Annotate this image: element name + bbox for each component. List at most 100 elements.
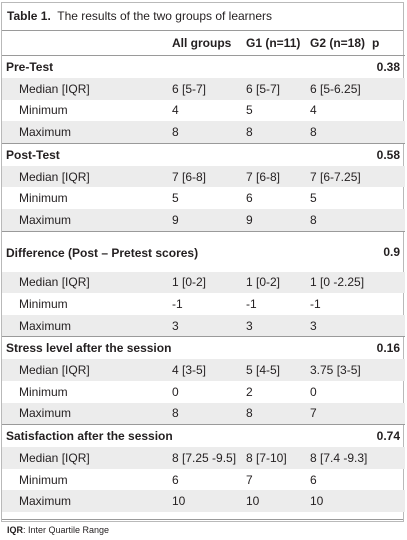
row-label: Maximum (2, 208, 172, 232)
cell-all-groups: 8 (172, 402, 246, 426)
cell-all-groups: 5 (172, 191, 179, 206)
cell-g1: 6 [5-7] (246, 78, 310, 100)
row-label: Median [IQR] (2, 447, 172, 469)
group-title: Post-Test (6, 147, 60, 162)
cell-all-groups: 8 (172, 121, 246, 144)
group-row: Post-Test 0.58 (2, 143, 405, 166)
table-row: Maximum 9 9 8 (2, 208, 405, 232)
footnote-text: : Inter Quartile Range (23, 524, 110, 535)
cell-g1: 8 (246, 402, 310, 426)
row-label: Median [IQR] (2, 165, 172, 188)
cell-g1: 5 [4-5] (246, 359, 310, 381)
footnote-abbr: IQR (7, 524, 24, 535)
results-table-panel: Table 1. The results of the two groups o… (1, 2, 405, 535)
row-label: Minimum (19, 296, 68, 311)
header-g2: G2 (n=18) (310, 31, 372, 56)
cell-all-groups: 4 [3-5] (172, 359, 246, 381)
row-label: Maximum (2, 402, 172, 426)
group-title: Stress level after the session (6, 341, 172, 356)
cell-all-groups: 0 (172, 384, 179, 399)
header-row: All groups G1 (n=11) G2 (n=18) p (2, 31, 405, 56)
cell-g2: 4 (310, 103, 317, 118)
row-label: Median [IQR] (2, 78, 172, 100)
group-row: Stress level after the session 0.16 (2, 337, 405, 360)
table-row: Minimum 4 5 4 (2, 100, 405, 122)
row-label: Maximum (2, 314, 172, 338)
table-row: Median [IQR] 4 [3-5] 5 [4-5] 3.75 [3-5] (2, 359, 405, 381)
row-label: Median [IQR] (2, 359, 172, 381)
row-label: Minimum (19, 472, 68, 487)
cell-g1: 8 (246, 121, 310, 144)
row-label: Maximum (2, 490, 172, 512)
results-table: All groups G1 (n=11) G2 (n=18) p Pre-Tes… (2, 31, 405, 512)
table-row: Maximum 10 10 10 (2, 490, 405, 512)
group-title: Satisfaction after the session (6, 429, 173, 444)
cell-g2: 8 (310, 121, 372, 144)
header-all-groups: All groups (172, 31, 246, 56)
table-row: Median [IQR] 6 [5-7] 6 [5-7] 6 [5-6.25] (2, 78, 405, 100)
cell-g2: 1 [0 -2.25] (310, 271, 372, 294)
cell-g1: 6 (246, 191, 253, 206)
cell-all-groups: 10 (172, 490, 246, 512)
cell-all-groups: 6 [5-7] (172, 78, 246, 100)
cell-g1: 10 (246, 490, 310, 512)
group-p-value: 0.9 (383, 244, 400, 259)
cell-g1: 8 [7-10] (246, 447, 310, 469)
table-row: Minimum 5 6 5 (2, 187, 405, 209)
table-caption: Table 1. The results of the two groups o… (2, 3, 403, 31)
group-row: Difference (Post – Pretest scores) 0.9 (2, 231, 405, 272)
cell-g2: 3 (310, 314, 372, 338)
table-row: Maximum 8 8 8 (2, 121, 405, 144)
cell-g2: -1 (310, 296, 321, 311)
cell-all-groups: -1 (172, 296, 183, 311)
cell-all-groups: 8 [7.25 -9.5] (172, 447, 246, 469)
group-p-value: 0.38 (376, 60, 400, 74)
cell-g2: 6 (310, 472, 317, 487)
cell-g1: 5 (246, 103, 253, 118)
cell-g2: 7 [6-7.25] (310, 165, 372, 188)
header-empty (2, 31, 172, 56)
table-row: Median [IQR] 7 [6-8] 7 [6-8] 7 [6-7.25] (2, 165, 405, 188)
cell-g2: 6 [5-6.25] (310, 78, 372, 100)
caption-text: The results of the two groups of learner… (57, 9, 273, 23)
table-row: Minimum -1 -1 -1 (2, 293, 405, 315)
cell-g2: 8 [7.4 -9.3] (310, 447, 372, 469)
header-g1: G1 (n=11) (246, 31, 310, 56)
group-title: Difference (Post – Pretest scores) (6, 245, 199, 260)
cell-all-groups: 9 (172, 208, 246, 232)
cell-g1: -1 (246, 296, 257, 311)
cell-g1: 7 [6-8] (246, 165, 310, 188)
group-p-value: 0.16 (376, 341, 400, 356)
group-row: Satisfaction after the session 0.74 (2, 425, 405, 448)
cell-g2: 8 (310, 208, 372, 232)
cell-g2: 0 (310, 384, 317, 399)
caption-label: Table 1. (7, 9, 51, 23)
cell-g2: 5 (310, 191, 317, 206)
cell-g1: 2 (246, 384, 253, 399)
cell-g2: 10 (310, 490, 372, 512)
cell-all-groups: 3 (172, 314, 246, 338)
cell-g2: 3.75 [3-5] (310, 359, 372, 381)
table-row: Minimum 6 7 6 (2, 469, 405, 491)
header-p: p (372, 31, 405, 56)
group-p-value: 0.74 (376, 429, 400, 444)
cell-g1: 3 (246, 314, 310, 338)
table-row: Minimum 0 2 0 (2, 381, 405, 403)
row-label: Maximum (2, 121, 172, 144)
group-title: Pre-Test (6, 60, 54, 74)
table-row: Maximum 8 8 7 (2, 402, 405, 426)
table-row: Median [IQR] 8 [7.25 -9.5] 8 [7-10] 8 [7… (2, 447, 405, 469)
cell-all-groups: 7 [6-8] (172, 165, 246, 188)
cell-g1: 7 (246, 472, 253, 487)
cell-g2: 7 (310, 402, 372, 426)
cell-all-groups: 6 (172, 472, 179, 487)
row-label: Minimum (19, 103, 68, 118)
cell-g1: 9 (246, 208, 310, 232)
row-label: Minimum (19, 384, 68, 399)
table-footnote: IQR: Inter Quartile Range (2, 518, 403, 540)
table-row: Maximum 3 3 3 (2, 314, 405, 338)
row-label: Median [IQR] (2, 271, 172, 294)
row-label: Minimum (19, 191, 68, 206)
group-p-value: 0.58 (376, 147, 400, 162)
group-row: Pre-Test 0.38 (2, 56, 405, 79)
